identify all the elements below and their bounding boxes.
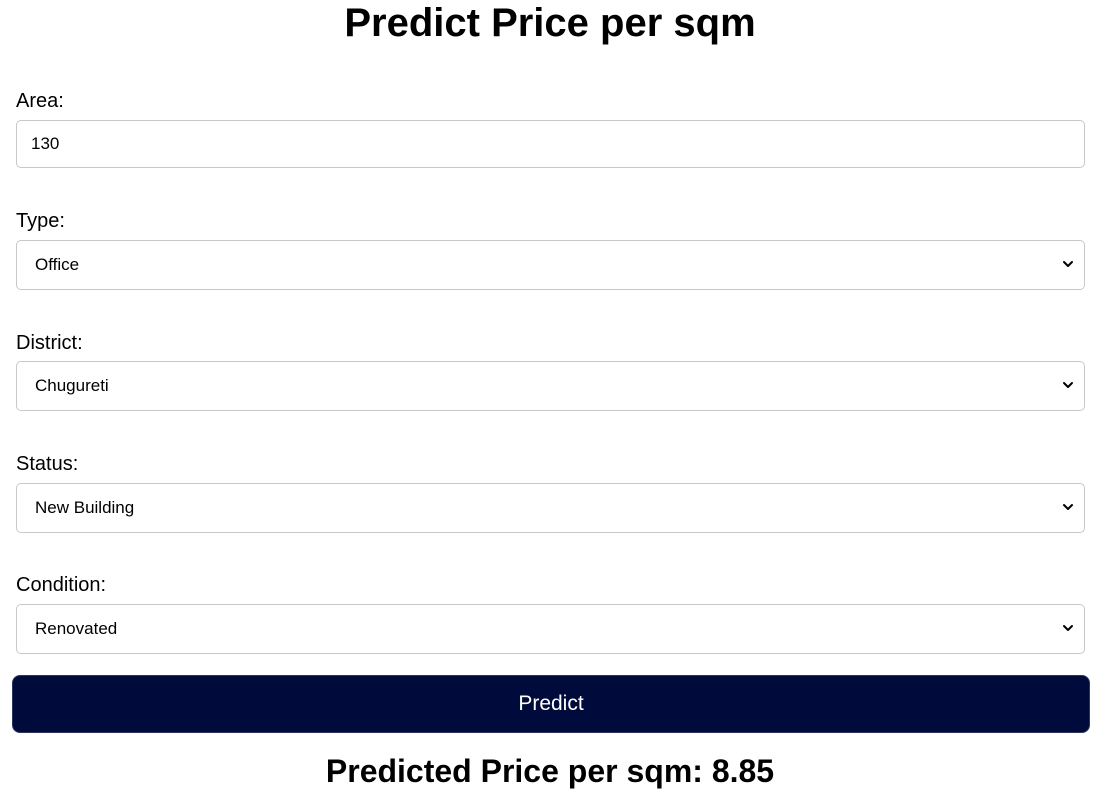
chevron-down-icon — [1063, 625, 1073, 631]
condition-select-value: Renovated — [35, 619, 118, 638]
chevron-down-icon — [1063, 504, 1073, 510]
district-select-value: Chugureti — [35, 376, 109, 395]
chevron-down-icon — [1063, 382, 1073, 388]
type-label: Type: — [16, 210, 65, 232]
district-select[interactable]: Chugureti — [16, 361, 1085, 411]
chevron-down-icon — [1063, 261, 1073, 267]
condition-label: Condition: — [16, 574, 107, 596]
area-input[interactable] — [16, 120, 1085, 168]
district-label: District: — [16, 332, 83, 354]
prediction-result: Predicted Price per sqm: 8.85 — [325, 753, 775, 789]
area-label: Area: — [16, 90, 64, 112]
status-label: Status: — [16, 453, 79, 475]
page-title: Predict Price per sqm — [344, 1, 756, 45]
status-select-value: New Building — [35, 498, 135, 517]
status-select[interactable]: New Building — [16, 483, 1085, 533]
type-select[interactable]: Office — [16, 240, 1085, 290]
condition-select[interactable]: Renovated — [16, 604, 1085, 654]
predict-button[interactable]: Predict — [12, 675, 1090, 733]
type-select-value: Office — [35, 255, 80, 274]
